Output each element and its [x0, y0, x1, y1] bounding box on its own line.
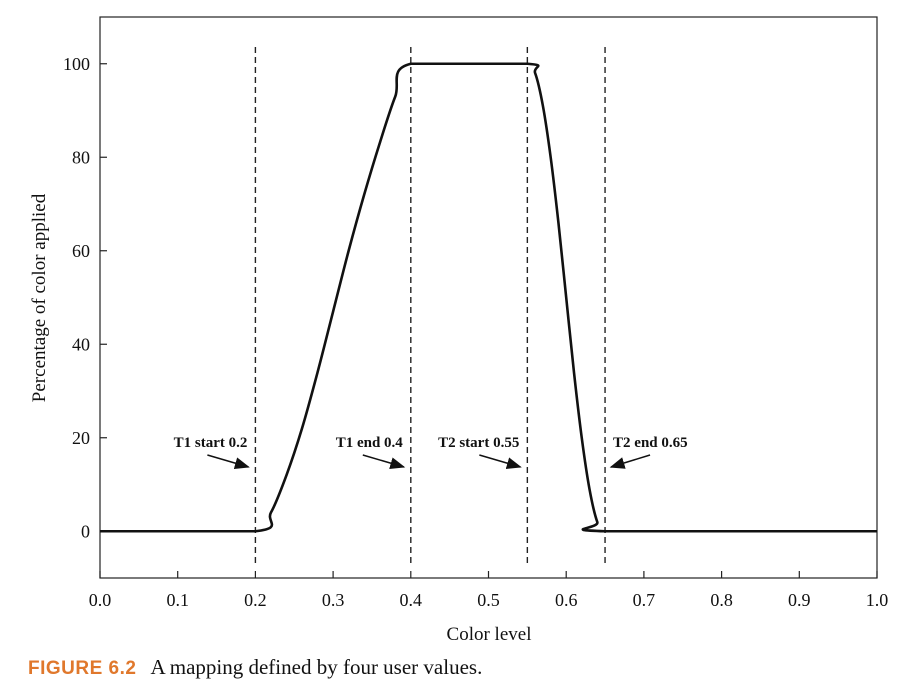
y-tick-label: 40	[72, 334, 90, 354]
y-tick-label: 20	[72, 428, 90, 448]
y-tick-label: 80	[72, 147, 90, 167]
y-tick-label: 100	[63, 54, 90, 74]
x-axis: 0.0 0.1 0.2 0.3 0.4 0.5 0.6 0.7 0.8 0.9 1.0	[89, 571, 889, 610]
x-tick-label: 1.0	[866, 590, 889, 610]
x-tick-label: 0.2	[244, 590, 267, 610]
x-tick-label: 0.4	[400, 590, 423, 610]
marker-label: T1 end 0.4	[336, 435, 404, 451]
y-tick-label: 60	[72, 241, 90, 261]
marker-label: T2 start 0.55	[438, 435, 519, 451]
marker-arrow	[479, 454, 522, 469]
x-tick-label: 0.3	[322, 590, 345, 610]
x-tick-label: 0.9	[788, 590, 811, 610]
x-axis-label: Color level	[447, 624, 532, 645]
marker-arrow	[207, 454, 250, 469]
y-tick-label: 0	[81, 521, 90, 541]
series-line	[100, 62, 877, 533]
annotations: T1 start 0.2 T1 end 0.4 T2 start 0.55 T2 en…	[174, 435, 688, 469]
x-tick-label: 0.6	[555, 590, 578, 610]
x-tick-label: 0.1	[166, 590, 189, 610]
marker-arrow	[609, 454, 651, 469]
x-tick-label: 0.7	[633, 590, 656, 610]
marker-label: T1 start 0.2	[174, 435, 248, 451]
plot-border	[99, 16, 878, 579]
figure-label: FIGURE 6.2	[28, 658, 137, 679]
x-tick-label: 0.8	[710, 590, 733, 610]
series	[100, 62, 877, 533]
threshold-markers	[254, 47, 606, 563]
chart: 0.0 0.1 0.2 0.3 0.4 0.5 0.6 0.7 0.8 0.9 1.0 0 20 40 6…	[29, 16, 889, 645]
marker-arrow	[362, 454, 406, 469]
plot-frame	[99, 16, 878, 579]
x-tick-label: 0.0	[89, 590, 112, 610]
figure-caption: FIGURE 6.2 A mapping defined by four user…	[28, 655, 482, 680]
y-axis-label: Percentage of color applied	[29, 193, 50, 402]
caption-text: A mapping defined by four user values.	[150, 655, 483, 679]
y-axis: 0 20 40 60 80 100	[63, 54, 107, 541]
marker-label: T2 end 0.65	[613, 435, 688, 451]
x-tick-label: 0.5	[477, 590, 500, 610]
